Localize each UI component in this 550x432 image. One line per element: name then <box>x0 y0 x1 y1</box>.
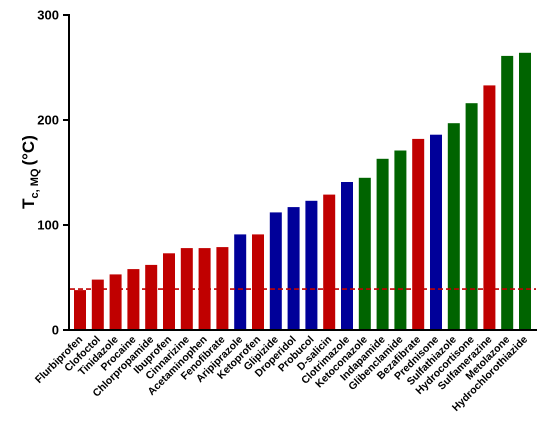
y-tick-label: 100 <box>37 218 59 233</box>
y-axis: 0 100 200 300 <box>37 8 70 338</box>
bar <box>358 177 371 331</box>
bar <box>376 158 389 330</box>
bar <box>447 123 460 330</box>
bar <box>198 248 211 330</box>
bar <box>287 207 300 330</box>
y-tick-label: 0 <box>52 323 59 338</box>
bar <box>74 290 86 330</box>
bar <box>305 200 318 330</box>
bar <box>394 150 407 330</box>
bar <box>163 253 175 330</box>
y-tick-label: 200 <box>37 113 59 128</box>
bar <box>145 264 158 330</box>
bar <box>234 234 247 330</box>
bar <box>501 55 514 331</box>
bar <box>127 269 140 330</box>
svg-text:Tc, MQ(°C): Tc, MQ (°C) <box>19 135 41 209</box>
y-axis-title: Tc, MQ (°C) <box>19 135 41 209</box>
bar <box>252 234 264 330</box>
bar <box>483 85 496 331</box>
y-axis-title-subscript: c, MQ <box>29 168 41 198</box>
bar <box>91 279 104 330</box>
bar <box>109 274 122 330</box>
y-axis-title-main: T <box>19 198 38 209</box>
bar <box>323 194 336 330</box>
bar <box>430 134 442 330</box>
bar <box>412 138 425 330</box>
y-tick-label: 300 <box>37 8 59 23</box>
x-axis-labels: FlurbiprofenClofoctolTinidazoleProcaineC… <box>33 334 530 414</box>
bar <box>269 212 282 330</box>
bar <box>341 182 353 330</box>
y-axis-title-unit: (°C) <box>19 135 38 165</box>
bar <box>519 52 531 331</box>
bar <box>465 103 478 330</box>
bars <box>74 52 531 331</box>
